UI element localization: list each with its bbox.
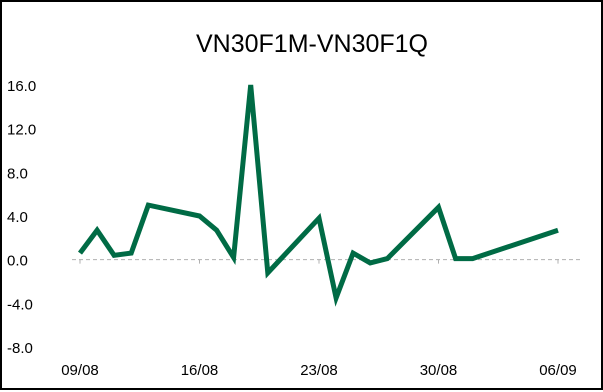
- series-line: [80, 85, 558, 298]
- x-tick-label: 09/08: [61, 362, 99, 379]
- y-tick-label: 4.0: [7, 209, 28, 226]
- x-tick-label: 16/08: [181, 362, 219, 379]
- x-tick-label: 30/08: [420, 362, 458, 379]
- x-axis-ticks: 09/08 16/08 23/08 30/08 06/09: [61, 362, 577, 379]
- y-tick-label: 0.0: [7, 253, 28, 270]
- y-tick-label: 8.0: [7, 165, 28, 182]
- y-tick-label: 12.0: [7, 122, 36, 139]
- y-axis-ticks: 16.0 12.0 8.0 4.0 0.0 -4.0 -8.0: [7, 78, 36, 357]
- y-tick-label: -8.0: [7, 340, 33, 357]
- y-tick-label: -4.0: [7, 296, 33, 313]
- chart-title: VN30F1M-VN30F1Q: [196, 30, 428, 58]
- series-group: [80, 85, 558, 298]
- x-tick-label: 23/08: [300, 362, 338, 379]
- x-tick-label: 06/09: [539, 362, 577, 379]
- y-tick-label: 16.0: [7, 78, 36, 95]
